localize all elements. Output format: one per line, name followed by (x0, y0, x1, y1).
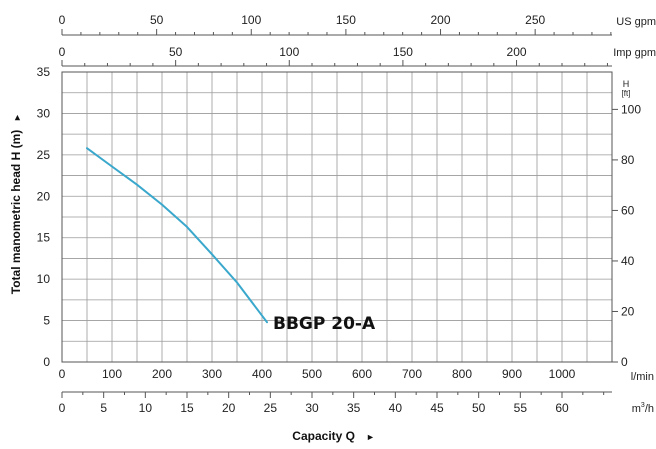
x-lmin-tick-label: 700 (402, 367, 422, 381)
x-us-gpm-tick-label: 250 (525, 13, 545, 27)
ft-axis-title-line1: H (623, 79, 630, 89)
x-m3h-tick-label: 40 (389, 401, 403, 415)
plot-border (61, 71, 613, 363)
series-point (136, 183, 138, 186)
x-m3h-tick-label: 20 (222, 401, 236, 415)
imp-gpm-unit-label: Imp gpm (613, 47, 656, 59)
series-point (86, 147, 88, 150)
x-us-gpm-tick-label: 50 (150, 13, 164, 27)
y-left-tick-label: 10 (37, 272, 51, 286)
us-gpm-unit-label: US gpm (616, 16, 656, 28)
x-axis-arrow: ► (366, 432, 375, 442)
y-left-tick-label: 30 (37, 106, 51, 120)
series-point (161, 203, 163, 206)
plot-frame (61, 71, 613, 363)
series-point (186, 226, 188, 228)
series-label: BBGP 20-A (273, 314, 376, 334)
x-us-gpm-tick-label: 200 (431, 13, 451, 27)
x-imp-gpm-tick-label: 50 (169, 45, 183, 59)
x-lmin-tick-label: 0 (59, 367, 66, 381)
x-m3h-tick-label: 55 (514, 401, 528, 415)
x-m3h-tick-label: 15 (180, 401, 194, 415)
y-right-tick-label: 100 (621, 102, 641, 116)
y-left-tick-label: 5 (43, 314, 50, 328)
y-left-tick-label: 25 (37, 148, 51, 162)
x-lmin-tick-label: 600 (352, 367, 372, 381)
x-axis-title: Capacity Q (292, 429, 355, 443)
y-axis-title-group: Total manometric head H (m) ► (9, 113, 23, 294)
x-imp-gpm-tick-label: 200 (507, 45, 527, 59)
x-lmin-tick-label: 200 (152, 367, 172, 381)
x-m3h-tick-label: 60 (555, 401, 569, 415)
x-us-gpm-tick-label: 150 (336, 13, 356, 27)
series-line (86, 147, 268, 324)
series-point (266, 321, 268, 324)
x-lmin-tick-label: 800 (452, 367, 472, 381)
series-point (236, 281, 238, 284)
x-imp-gpm-tick-label: 150 (393, 45, 413, 59)
y-left-tick-label: 35 (37, 65, 51, 79)
x-imp-gpm-tick-label: 100 (279, 45, 299, 59)
y-right-tick-label: 0 (621, 355, 628, 369)
y-right-tick-label: 20 (621, 304, 635, 318)
series-layer (86, 147, 268, 324)
x-m3h-tick-label: 35 (347, 401, 361, 415)
ft-axis-title-line2: [ft] (622, 89, 631, 98)
x-lmin-tick-label: 500 (302, 367, 322, 381)
x-lmin-tick-label: 300 (202, 367, 222, 381)
x-lmin-tick-label: 100 (102, 367, 122, 381)
x-lmin-tick-label: 400 (252, 367, 272, 381)
y-left-tick-label: 15 (37, 231, 51, 245)
x-us-gpm-tick-label: 100 (241, 13, 261, 27)
x-m3h-tick-label: 50 (472, 401, 486, 415)
x-m3h-tick-label: 30 (305, 401, 319, 415)
y-left-tick-label: 20 (37, 189, 51, 203)
m3h-unit-label: m3/h (632, 402, 654, 415)
y-axis-title: Total manometric head H (m) (9, 130, 23, 294)
x-lmin-tick-label: 900 (502, 367, 522, 381)
x-m3h-tick-label: 5 (100, 401, 107, 415)
x-m3h-tick-label: 25 (264, 401, 278, 415)
x-us-gpm-tick-label: 0 (59, 13, 66, 27)
y-right-tick-label: 60 (621, 203, 635, 217)
y-axis-arrow: ► (12, 113, 22, 122)
x-lmin-tick-label: 1000 (549, 367, 576, 381)
lmin-unit-label: l/min (631, 371, 654, 383)
x-imp-gpm-tick-label: 0 (59, 45, 66, 59)
x-m3h-tick-label: 0 (59, 401, 66, 415)
y-left-tick-label: 0 (43, 355, 50, 369)
x-m3h-tick-label: 10 (139, 401, 153, 415)
y-right-tick-label: 80 (621, 153, 635, 167)
series-point (211, 253, 213, 256)
y-right-tick-label: 40 (621, 254, 635, 268)
x-m3h-tick-label: 45 (430, 401, 444, 415)
series-point (111, 165, 113, 168)
